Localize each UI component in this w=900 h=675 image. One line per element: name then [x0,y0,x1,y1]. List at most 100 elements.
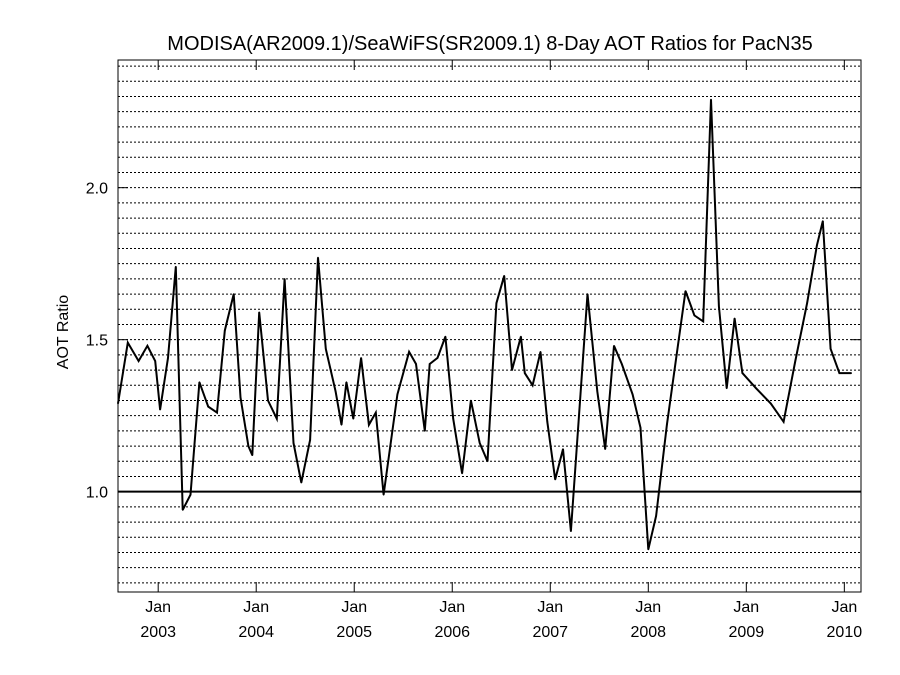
data-point [396,393,399,396]
x-tick-year-label: 2005 [336,624,372,641]
x-tick-month-label: Jan [341,599,367,616]
data-point [436,357,439,359]
y-tick-label: 1.0 [86,485,108,502]
data-point [415,363,417,365]
data-point [596,390,599,393]
data-point [725,387,728,390]
x-tick-month-label: Jan [537,599,563,616]
data-point [267,399,269,402]
x-tick-year-label: 2007 [532,624,568,641]
data-point [146,345,149,347]
data-point [127,341,129,344]
data-point [816,244,818,247]
data-point [554,478,556,481]
data-point [207,405,209,408]
data-point [352,417,355,420]
x-tick-month-label: Jan [733,599,759,616]
x-tick-year-label: 2009 [729,624,765,641]
data-point [621,363,623,365]
data-point [604,448,606,450]
data-point [167,357,169,359]
data-point [733,317,736,320]
data-point [181,509,184,511]
data-point [224,329,226,332]
data-point [546,421,549,423]
data-point [198,381,201,384]
data-point [684,290,687,292]
x-tick-labels: Jan 2003 Jan 2004 Jan 2005 Jan 2006 Jan 2007 Jan 20… [140,599,862,641]
data-point [794,360,797,362]
x-tick-month-label: Jan [145,599,171,616]
data-point [292,442,295,444]
data-point [360,357,362,359]
data-point [444,335,447,338]
data-point [531,384,534,387]
data-point [216,411,218,414]
gridlines [118,65,861,584]
data-point [382,493,385,496]
data-point [117,402,119,405]
data-point [251,454,254,457]
data-point [511,369,513,371]
data-point [309,439,311,441]
data-point [239,396,242,399]
data-point [368,424,370,426]
data-point [539,351,542,353]
data-point [741,372,744,374]
data-point [461,472,463,475]
y-axis-label: AOT Ratio [55,295,72,370]
data-point [300,481,303,484]
data-point [838,372,841,374]
data-point [613,345,615,347]
data-point [710,98,712,101]
data-point [693,314,696,317]
y-tick-labels: 1.0 1.5 2.0 [86,181,108,502]
x-tick-month-label: Jan [439,599,465,616]
data-point [495,302,498,305]
data-point [175,265,177,268]
data-point [755,387,757,390]
data-point [283,278,286,280]
data-point [666,424,668,426]
data-point [655,515,657,517]
data-point [452,417,455,420]
data-point [137,360,140,362]
data-point [782,421,785,423]
axis-ticks [118,60,861,592]
y-tick-label: 1.5 [86,333,108,350]
data-point [159,408,161,411]
data-point [424,430,426,432]
data-point [770,402,772,405]
data-point [702,320,704,323]
data-point [822,220,824,222]
series-line [117,99,852,550]
data-point [340,424,343,426]
data-point [276,417,278,420]
y-tick-label: 2.0 [86,181,108,198]
x-tick-year-label: 2004 [238,624,274,641]
data-point [375,411,377,414]
chart-title: MODISA(AR2009.1)/SeaWiFS(SR2009.1) 8-Day… [167,33,812,55]
x-tick-year-label: 2003 [140,624,176,641]
data-point [345,381,348,384]
data-point [317,256,319,259]
data-point [718,305,720,308]
data-point [524,372,526,374]
data-point [189,493,192,496]
data-point [503,275,506,277]
x-tick-month-label: Jan [635,599,661,616]
data-point [806,302,808,305]
data-point [154,360,156,362]
data-point [520,335,522,338]
x-tick-month-label: Jan [243,599,269,616]
data-point [586,293,589,295]
data-point [850,372,852,374]
data-point [486,460,489,463]
data-point [334,390,337,393]
data-point [325,348,327,350]
data-point [631,393,634,396]
data-point [647,548,650,551]
data-point [408,351,410,353]
data-point [639,427,642,429]
data-point [428,363,431,365]
